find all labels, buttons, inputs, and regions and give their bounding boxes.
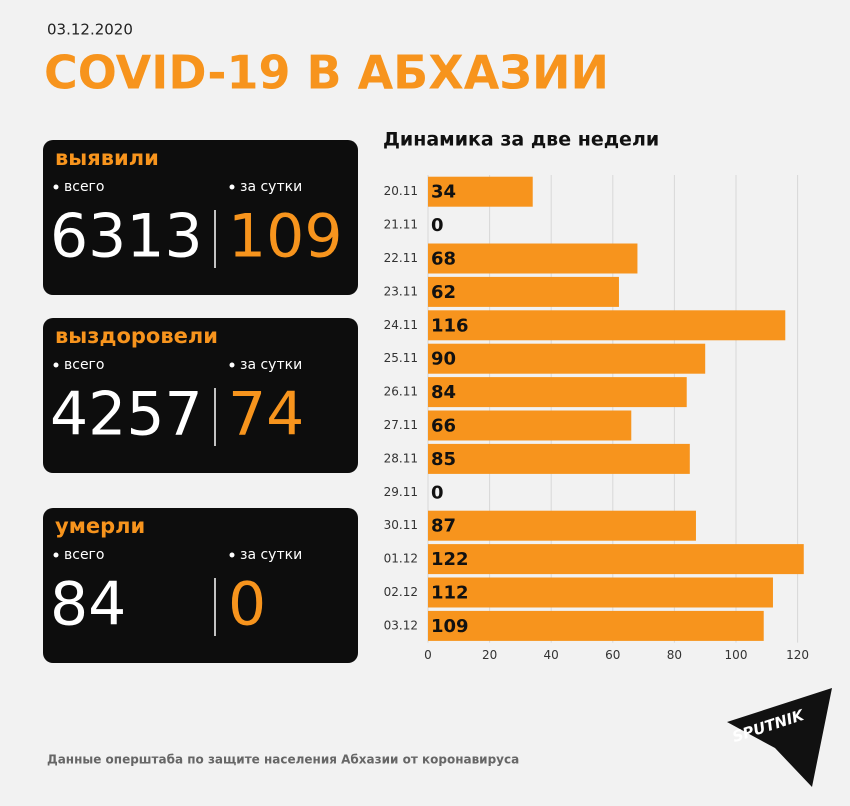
value-label: 66 [431,416,456,437]
bullet [229,362,235,368]
bar [428,276,619,307]
y-tick-label: 22.11 [384,251,418,265]
card-label: выявили [55,146,159,170]
x-tick-label: 20 [482,648,497,662]
bar [428,610,764,641]
bar [428,544,804,575]
value-label: 90 [431,349,456,370]
x-tick-label: 0 [424,648,432,662]
card [43,318,358,473]
total-value: 84 [50,570,126,640]
bar [428,577,773,608]
bullet [53,184,59,190]
bar [428,377,687,408]
card [43,140,358,295]
daily-value: 0 [228,570,266,640]
value-label: 116 [431,315,469,336]
y-tick-label: 03.12 [384,618,418,632]
y-tick-label: 29.11 [384,485,418,499]
x-tick-label: 100 [725,648,748,662]
y-tick-label: 02.12 [384,585,418,599]
y-tick-label: 25.11 [384,351,418,365]
total-value: 6313 [50,202,203,272]
bar [428,410,632,441]
total-label: всего [64,357,104,373]
value-label: 68 [431,249,456,270]
value-label: 34 [431,182,456,203]
value-label: 0 [431,482,444,503]
daily-label: за сутки [240,179,302,195]
x-tick-label: 40 [544,648,559,662]
y-tick-label: 20.11 [384,184,418,198]
x-tick-label: 60 [605,648,620,662]
value-label: 84 [431,382,456,403]
bar [428,310,786,341]
bullet [53,362,59,368]
daily-value: 74 [228,380,304,450]
daily-value: 109 [228,202,343,272]
daily-label: за сутки [240,357,302,373]
bar [428,343,706,374]
value-label: 109 [431,616,469,637]
total-label: всего [64,547,104,563]
bar [428,443,690,474]
x-tick-label: 80 [667,648,682,662]
y-tick-label: 21.11 [384,218,418,232]
y-tick-label: 26.11 [384,385,418,399]
page-title: COVID-19 В АБХАЗИИ [44,46,609,100]
y-tick-label: 27.11 [384,418,418,432]
value-label: 122 [431,549,469,570]
y-tick-label: 01.12 [384,552,418,566]
y-tick-label: 23.11 [384,284,418,298]
bar [428,176,533,207]
logo-shape [727,688,832,787]
value-label: 0 [431,215,444,236]
date: 03.12.2020 [47,21,133,39]
card [43,508,358,663]
value-label: 62 [431,282,456,303]
daily-label: за сутки [240,547,302,563]
y-tick-label: 30.11 [384,518,418,532]
source-note: Данные оперштаба по защите населения Абх… [47,753,519,767]
card-label: умерли [55,514,145,538]
chart-title: Динамика за две недели [383,129,659,151]
total-label: всего [64,179,104,195]
y-tick-label: 24.11 [384,318,418,332]
y-tick-label: 28.11 [384,451,418,465]
total-value: 4257 [50,380,203,450]
value-label: 85 [431,449,456,470]
value-label: 87 [431,516,456,537]
card-label: выздоровели [55,324,218,348]
value-label: 112 [431,583,469,604]
bullet [229,552,235,558]
bar [428,243,638,274]
x-tick-label: 120 [786,648,809,662]
bullet [53,552,59,558]
bullet [229,184,235,190]
bar [428,510,696,541]
